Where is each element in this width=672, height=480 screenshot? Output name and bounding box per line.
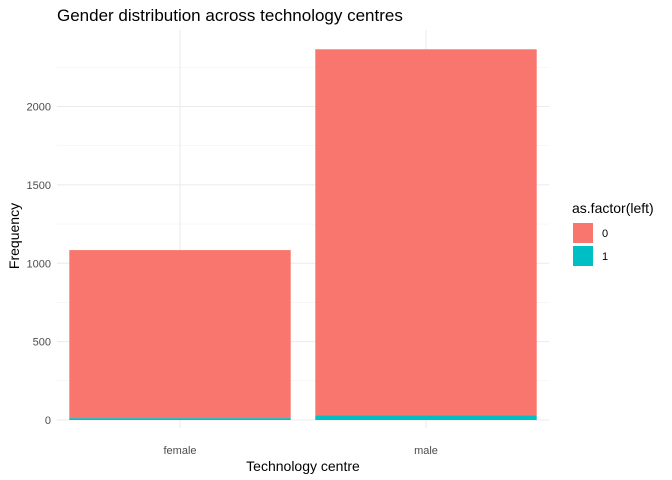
bars [69,49,537,420]
x-tick-label-female: female [163,445,196,457]
x-tick-label-male: male [414,445,438,457]
bar-male-series-0 [315,49,537,416]
y-tick-label: 1500 [27,180,51,192]
y-axis-ticks: 0 500 1000 1500 2000 [27,102,51,428]
legend: as.factor(left) 0 1 [572,200,654,266]
bar-male-series-1 [315,415,537,420]
x-axis-title: Technology centre [246,458,360,474]
legend-key-1 [573,246,593,266]
chart-title: Gender distribution across technology ce… [57,6,403,25]
y-axis-title: Frequency [6,203,22,269]
bar-female-series-0 [69,250,291,419]
y-tick-label: 500 [33,337,51,349]
legend-key-0 [573,223,593,243]
legend-label-1: 1 [602,251,608,263]
legend-label-0: 0 [602,228,608,240]
x-axis-ticks: female male [163,445,437,457]
y-tick-label: 2000 [27,102,51,114]
y-tick-label: 1000 [27,258,51,270]
legend-title: as.factor(left) [572,200,654,216]
y-tick-label: 0 [45,415,51,427]
bar-female-series-1 [69,418,291,420]
